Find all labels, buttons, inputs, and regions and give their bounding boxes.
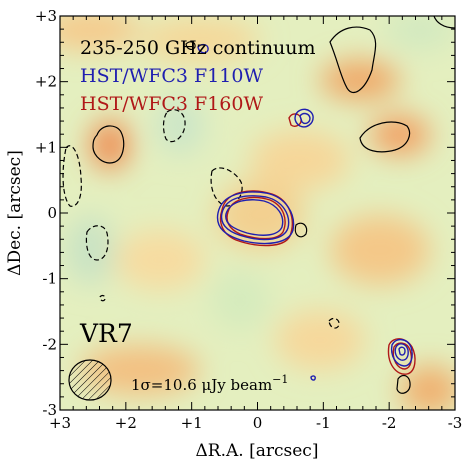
continuum-contour [396, 374, 411, 394]
x-tick-label: +1 [181, 414, 203, 432]
continuum-contour-negative [328, 317, 340, 329]
x-axis-title: ΔR.A. [arcsec] [196, 441, 319, 461]
f110w-contour [398, 346, 406, 356]
f110w-contour [220, 195, 290, 241]
f110w-contour [394, 343, 409, 361]
x-tick-label: -2 [382, 414, 397, 432]
axis-ticks [59, 15, 456, 411]
y-axis-title: ΔDec. [arcsec] [5, 150, 25, 276]
x-tick-label: 0 [253, 414, 263, 432]
continuum-contour [433, 16, 455, 29]
continuum-contour-negative [85, 225, 109, 261]
f160w-contour [226, 196, 286, 240]
f110w-contour [197, 43, 209, 54]
f110w-contour [294, 108, 314, 128]
legend-entry-continuum: 235-250 GHz continuum [80, 37, 316, 59]
x-tick-label: -3 [448, 414, 463, 432]
legend: 235-250 GHz continuum HST/WFC3 F110W HST… [80, 37, 316, 115]
legend-entry-f110w: HST/WFC3 F110W [80, 65, 263, 87]
beam-ellipse [68, 359, 112, 401]
y-tick-label: +2 [35, 73, 57, 91]
legend-entry-f160w: HST/WFC3 F160W [80, 93, 263, 115]
noise-label-exponent: −1 [272, 373, 288, 386]
y-tick-label: -1 [42, 270, 57, 288]
y-tick-label: +1 [35, 138, 57, 156]
continuum-contour [294, 222, 308, 238]
x-tick-label: +2 [115, 414, 137, 432]
noise-label-main: 1σ=10.6 μJy beam [131, 376, 272, 394]
continuum-contours [62, 16, 455, 394]
f110w-contour [216, 191, 295, 245]
continuum-contour [185, 41, 196, 50]
continuum-contour [329, 26, 377, 93]
continuum-contour-negative [62, 145, 82, 207]
continuum-contour [359, 121, 411, 153]
f110w-contour [299, 112, 311, 125]
noise-label: 1σ=10.6 μJy beam−1 [131, 373, 288, 394]
f110w-contour [310, 375, 316, 381]
y-tick-label: -2 [42, 335, 57, 353]
plot-area [60, 16, 455, 410]
x-tick-label: -1 [316, 414, 331, 432]
y-tick-label: +3 [35, 7, 57, 25]
x-tick-label: +3 [49, 414, 71, 432]
y-tick-label: 0 [47, 204, 57, 222]
axis-tick-labels: +3 +2 +1 0 -1 -2 -3+3+2+10-1-2-3 [35, 7, 462, 432]
target-label: VR7 [79, 319, 133, 348]
f110w-contour [225, 199, 284, 236]
emission-blobs [60, 16, 455, 410]
f110w-contour [390, 338, 413, 367]
continuum-contour [92, 125, 125, 164]
y-tick-label: -3 [42, 401, 57, 419]
f110w-contours [197, 43, 413, 381]
continuum-contour-negative [99, 294, 106, 302]
